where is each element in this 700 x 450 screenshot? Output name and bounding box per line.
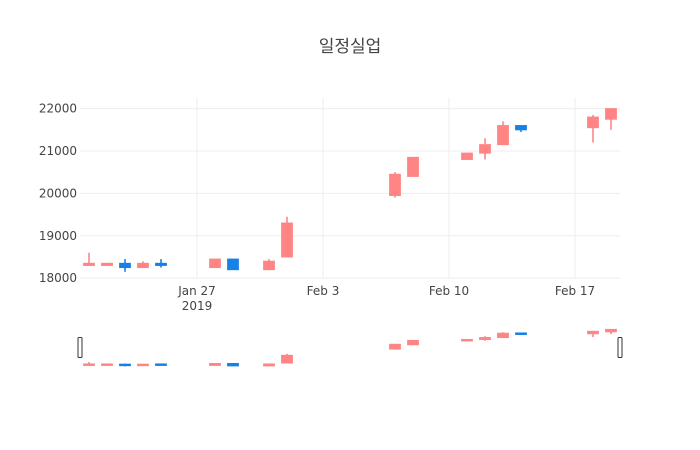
slider-candle-body (83, 363, 95, 366)
rangeslider-bg (80, 327, 620, 368)
candle-body (605, 108, 617, 120)
candle[interactable] (209, 258, 221, 269)
candle[interactable] (263, 259, 275, 271)
slider-candle[interactable] (263, 363, 275, 367)
slider-candle-body (119, 363, 131, 367)
slider-candle-body (101, 363, 113, 366)
slider-candle[interactable] (155, 363, 167, 366)
x-tick-label: Jan 27 (177, 284, 216, 298)
slider-candle[interactable] (227, 362, 239, 367)
candle[interactable] (587, 114, 599, 143)
rangeslider-handle-left[interactable] (77, 337, 83, 358)
slider-candle[interactable] (209, 362, 221, 366)
slider-candle[interactable] (389, 343, 401, 350)
slider-candle[interactable] (137, 363, 149, 367)
slider-candle-body (515, 332, 527, 335)
candle-body (83, 262, 95, 266)
x-tick-label: Feb 3 (307, 284, 340, 298)
candle[interactable] (137, 261, 149, 269)
chart-title: 일정실업 (318, 37, 382, 57)
slider-candle[interactable] (587, 330, 599, 338)
slider-candle-body (137, 363, 149, 367)
candle[interactable] (281, 216, 293, 258)
slider-candle-body (227, 362, 239, 367)
candle[interactable] (101, 262, 113, 266)
candle-body (515, 125, 527, 131)
candle[interactable] (479, 138, 491, 160)
slider-candle-body (587, 330, 599, 335)
slider-candle[interactable] (605, 328, 617, 335)
y-tick-label: 21000 (39, 144, 77, 158)
slider-candle[interactable] (281, 353, 293, 364)
slider-candle[interactable] (515, 332, 527, 335)
candle-body (119, 262, 131, 269)
slider-candle-body (209, 362, 221, 366)
slider-candle-body (479, 337, 491, 340)
slider-candle-body (263, 363, 275, 367)
candle[interactable] (227, 258, 239, 271)
slider-candle[interactable] (479, 336, 491, 341)
candle[interactable] (389, 172, 401, 198)
slider-candle[interactable] (497, 332, 509, 339)
candle-body (587, 116, 599, 129)
slider-candle-body (389, 343, 401, 350)
candle-body (209, 258, 221, 269)
candle[interactable] (515, 125, 527, 132)
rangeslider-handle-right[interactable] (617, 337, 623, 358)
slider-candle-body (605, 328, 617, 333)
candle-body (101, 262, 113, 266)
slider-candle[interactable] (461, 338, 473, 342)
x-tick-label: Feb 10 (429, 284, 469, 298)
candle-body (497, 125, 509, 146)
x-tick-label: Feb 17 (555, 284, 595, 298)
candle-body (155, 262, 167, 266)
candle[interactable] (155, 259, 167, 268)
candle-body (461, 152, 473, 160)
slider-candle[interactable] (119, 363, 131, 367)
candle-body (263, 260, 275, 271)
candle[interactable] (407, 156, 419, 177)
candle[interactable] (461, 152, 473, 160)
slider-candle[interactable] (101, 363, 113, 366)
y-tick-label: 18000 (39, 271, 77, 285)
y-tick-label: 20000 (39, 186, 77, 200)
slider-candle[interactable] (407, 339, 419, 346)
range-slider[interactable] (77, 327, 623, 368)
candle-body (407, 156, 419, 177)
candle-body (281, 222, 293, 258)
slider-candle-body (497, 332, 509, 339)
candle-body (227, 258, 239, 271)
candle[interactable] (83, 252, 95, 266)
candle[interactable] (119, 259, 131, 272)
x-tick-sublabel: 2019 (182, 299, 213, 313)
slider-candle-body (155, 363, 167, 366)
candle-body (389, 173, 401, 196)
candle[interactable] (497, 121, 509, 146)
candle-body (479, 144, 491, 154)
y-tick-label: 19000 (39, 229, 77, 243)
slider-candle-body (461, 338, 473, 342)
main-plot[interactable] (83, 108, 617, 272)
y-tick-label: 22000 (39, 102, 77, 116)
slider-candle-body (407, 339, 419, 346)
slider-candle-body (281, 354, 293, 364)
slider-candle[interactable] (83, 362, 95, 366)
grid-layer (80, 98, 620, 279)
candle-body (137, 262, 149, 269)
candle[interactable] (605, 108, 617, 130)
